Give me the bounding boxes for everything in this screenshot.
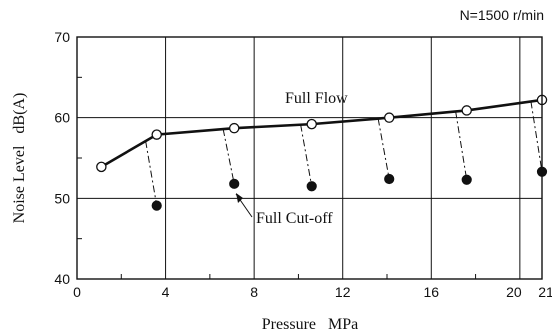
connector-line (222, 128, 235, 184)
full-flow-line (100, 98, 543, 168)
full-flow-point (306, 118, 317, 130)
connector-line (377, 118, 390, 180)
series-label-full-cutoff: Full Cut-off (256, 210, 333, 227)
x-tick-label: 4 (162, 284, 170, 300)
speed-annotation: N=1500 r/min (460, 7, 544, 23)
x-axis-ticks: 0 4 8 12 16 20 21 (73, 274, 552, 300)
full-cutoff-point (306, 181, 317, 192)
x-axis-label: Pressure MPa (262, 316, 358, 333)
full-flow-point (151, 129, 162, 140)
full-cutoff-point (384, 173, 395, 185)
full-cutoff-point (229, 178, 240, 189)
x-tick-label: 0 (73, 284, 81, 300)
plot-frame (76, 36, 543, 280)
full-flow-point (228, 122, 240, 134)
connector-line (145, 140, 158, 206)
full-cutoff-point (461, 174, 472, 185)
connector-line (530, 101, 543, 172)
full-flow-point (383, 112, 395, 123)
y-axis-ticks: 40 50 60 70 (54, 29, 82, 287)
connector-line (300, 124, 313, 187)
connector-line (455, 111, 468, 180)
connector-lines (145, 101, 543, 206)
y-tick-label: 50 (54, 190, 70, 206)
y-tick-label: 70 (54, 29, 70, 45)
full-flow-point (96, 161, 107, 173)
series-full-cutoff (151, 166, 548, 211)
x-tick-label: 8 (250, 284, 258, 300)
full-flow-point (461, 105, 472, 116)
series-label-full-flow: Full Flow (285, 90, 348, 107)
grid (77, 37, 542, 279)
y-tick-label: 60 (54, 110, 70, 126)
y-axis-label: Noise Level dB(A) (11, 93, 28, 224)
y-tick-label: 40 (54, 271, 70, 287)
cutoff-leader-arrowhead (236, 193, 243, 203)
x-tick-label: 20 (506, 284, 522, 300)
x-tick-label: 21 (538, 284, 552, 300)
x-tick-label: 12 (335, 284, 351, 300)
series-full-flow (96, 94, 548, 173)
x-tick-label: 16 (423, 284, 439, 300)
full-cutoff-point (151, 200, 162, 211)
